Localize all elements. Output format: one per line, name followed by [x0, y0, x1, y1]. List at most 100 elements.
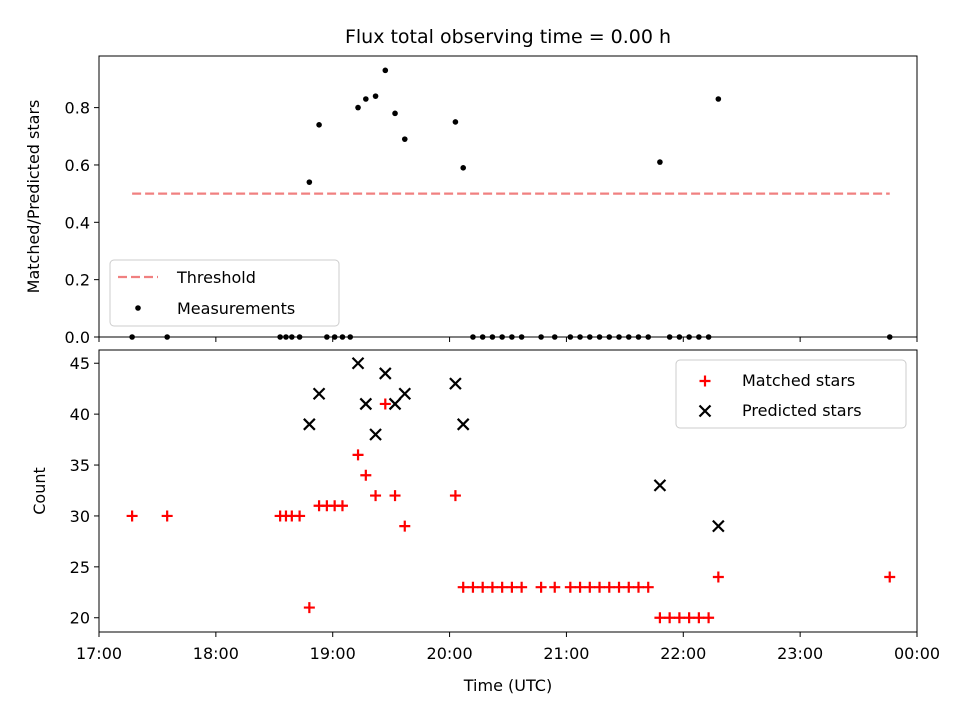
matched-star-point: [703, 612, 715, 624]
y-tick-label: 0.8: [65, 99, 90, 118]
matched-star-point: [161, 510, 173, 522]
matched-star-point: [642, 581, 654, 593]
matched-star-point: [535, 581, 547, 593]
x-tick-label: 22:00: [660, 644, 706, 663]
predicted-star-point: [456, 418, 470, 431]
predicted-star-point: [312, 387, 326, 401]
top-legend-box: [109, 259, 340, 327]
predicted-star-point: [653, 479, 667, 492]
predicted-star-point: [398, 387, 412, 401]
matched-star-point: [516, 581, 528, 593]
matched-star-point: [477, 581, 489, 593]
x-tick-label: 00:00: [894, 644, 940, 663]
matched-star-point: [549, 581, 561, 593]
bottom-axes-frame: [98, 349, 918, 633]
y-tick-label: 40: [70, 405, 90, 424]
legend-threshold-label: Threshold: [176, 268, 256, 287]
measurement-point: [392, 110, 398, 117]
x-tick-label: 19:00: [310, 644, 356, 663]
matched-star-point: [613, 581, 625, 593]
bottom-legend-box: [675, 359, 907, 429]
y-tick-label: 0.6: [65, 156, 90, 175]
measurement-point: [355, 104, 361, 111]
matched-star-point: [574, 581, 586, 593]
matched-star-point: [712, 571, 724, 583]
matched-star-point: [632, 581, 644, 593]
y-tick-label: 0.0: [65, 328, 90, 347]
predicted-star-point: [712, 519, 725, 533]
matched-star-point: [506, 581, 518, 593]
predicted-star-point: [369, 428, 382, 441]
matched-star-point: [389, 490, 401, 502]
measurement-point: [715, 96, 722, 102]
y-tick-label: 0.4: [65, 213, 90, 232]
matched-star-point: [399, 520, 411, 532]
x-tick-label: 18:00: [193, 644, 239, 663]
matched-star-point: [884, 571, 896, 583]
matched-star-point: [370, 490, 382, 502]
matched-star-point: [303, 602, 315, 614]
measurement-point: [372, 93, 379, 99]
predicted-star-point: [449, 377, 462, 390]
y-tick-label: 35: [70, 456, 90, 475]
measurement-point: [460, 165, 467, 171]
predicted-star-point: [388, 397, 402, 411]
measurement-point: [382, 67, 389, 74]
matched-star-point: [294, 510, 306, 522]
legend-predicted-label: Predicted stars: [742, 401, 862, 420]
matched-star-point: [693, 612, 705, 624]
legend-measurements-label: Measurements: [177, 299, 295, 318]
measurement-point: [363, 96, 369, 102]
matched-star-point: [449, 490, 461, 502]
top-y-axis-label: Matched/Predicted stars: [24, 100, 43, 294]
bottom-panel: 20 25 30 35 40 45 17:00 18:00 19:00 20:00 21:00 22:…: [30, 349, 940, 695]
matched-star-point: [486, 581, 498, 593]
measurement-point: [452, 119, 459, 125]
measurement-point: [306, 179, 313, 185]
y-tick-label: 0.2: [65, 271, 90, 290]
top-legend: Threshold Measurements: [109, 259, 340, 327]
matched-star-point: [584, 581, 596, 593]
measurement-point: [316, 122, 322, 128]
matched-star-point: [457, 581, 469, 593]
matched-star-point: [379, 398, 391, 410]
matched-star-point: [564, 581, 576, 593]
legend-measurements-swatch: [135, 305, 141, 311]
y-tick-label: 45: [70, 354, 90, 373]
matched-star-point: [594, 581, 606, 593]
x-tick-label: 23:00: [777, 644, 823, 663]
legend-matched-swatch: [699, 375, 711, 387]
legend-matched-label: Matched stars: [742, 371, 855, 390]
predicted-star-point: [359, 397, 373, 411]
x-axis-label: Time (UTC): [463, 676, 552, 695]
matched-star-point: [623, 581, 635, 593]
x-tick-label: 17:00: [76, 644, 122, 663]
y-tick-label: 20: [70, 609, 90, 628]
matched-star-point: [360, 469, 372, 481]
matched-star-point: [673, 612, 685, 624]
y-tick-label: 25: [70, 558, 90, 577]
matched-star-point: [664, 612, 676, 624]
matched-star-point: [654, 612, 666, 624]
measurement-point: [401, 136, 408, 142]
predicted-star-point: [303, 418, 316, 431]
top-chart-title: Flux total observing time = 0.00 h: [345, 26, 671, 48]
predicted-star-point: [351, 356, 365, 370]
bottom-y-axis-label: Count: [30, 467, 49, 515]
matched-star-point: [352, 449, 364, 461]
bottom-legend: Matched stars Predicted stars: [675, 359, 907, 429]
matched-star-point: [126, 510, 138, 522]
top-panel: 0.0 0.2 0.4 0.6 0.8 Matched/Predicted stars Th…: [24, 55, 918, 347]
matched-star-point: [496, 581, 508, 593]
x-tick-label: 21:00: [543, 644, 589, 663]
matched-star-point: [467, 581, 479, 593]
predicted-star-point: [379, 367, 392, 380]
x-tick-label: 20:00: [427, 644, 473, 663]
top-axes-frame: [98, 55, 918, 338]
matched-star-point: [603, 581, 615, 593]
measurement-point: [657, 159, 663, 165]
legend-predicted-swatch: [698, 404, 712, 418]
matched-star-point: [683, 612, 695, 624]
matched-star-point: [336, 500, 348, 512]
